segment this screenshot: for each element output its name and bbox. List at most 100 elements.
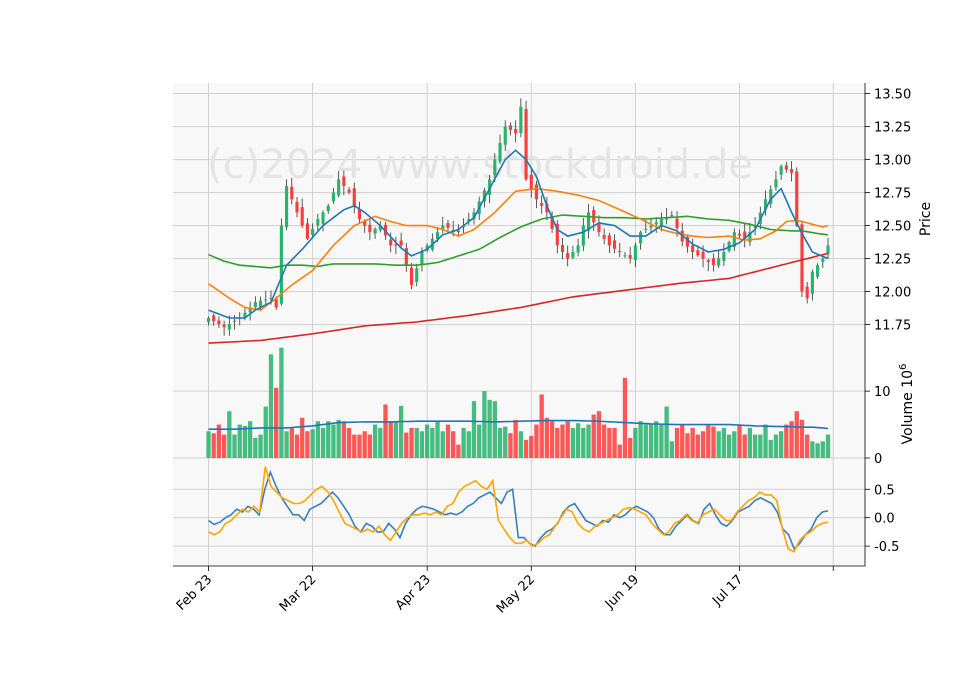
moving-averages	[208, 149, 829, 344]
candle-body	[467, 218, 471, 222]
volume-bar	[372, 424, 378, 458]
candle-body	[534, 184, 539, 200]
volume-bar	[737, 424, 742, 458]
candle-body	[784, 165, 788, 170]
candle-body	[592, 209, 596, 223]
volume-bar	[716, 431, 721, 458]
volume-bar	[435, 421, 440, 458]
volume-bar	[617, 444, 622, 458]
volume-bar	[534, 424, 539, 458]
candle-body	[571, 251, 575, 258]
candle-body	[639, 232, 643, 244]
candle-body	[227, 324, 231, 330]
volume-bar	[706, 424, 711, 458]
volume-bar	[607, 427, 612, 458]
volume-bar	[367, 434, 373, 458]
price-panel-bg	[173, 83, 865, 351]
volume-bar	[612, 427, 617, 458]
candle-body	[743, 231, 747, 239]
candle-body	[321, 212, 325, 224]
candle-body	[342, 176, 346, 186]
candle-body	[493, 159, 497, 176]
candle-body	[722, 251, 726, 262]
volume-bar	[575, 423, 581, 458]
volume-bar	[393, 421, 399, 458]
volume-bar	[424, 424, 430, 458]
candle-body	[394, 243, 398, 246]
volume-bar	[539, 394, 544, 458]
volume-bar	[508, 433, 513, 458]
candle-body	[290, 186, 294, 200]
volume-bar	[383, 404, 388, 458]
volume-axis-label: Volume 106	[898, 364, 916, 445]
volume-bar	[685, 433, 690, 458]
volume-bar	[451, 431, 456, 458]
candle-body	[748, 232, 752, 243]
candle-body	[737, 233, 742, 236]
watermark: (c)2024 www.stockdroid.de	[207, 142, 753, 188]
volume-bar	[664, 406, 669, 458]
x-tick-label: Feb 23	[174, 572, 216, 614]
candle-body	[316, 218, 320, 226]
candle-body	[654, 222, 658, 225]
volume-bar	[825, 434, 831, 458]
candle-body	[670, 215, 674, 217]
candle-body	[800, 224, 804, 292]
candle-body	[305, 223, 309, 239]
ma-mid-line	[208, 187, 829, 311]
candle-body	[357, 209, 362, 219]
candle-body	[685, 236, 690, 247]
candle-body	[363, 220, 367, 226]
volume-bar	[778, 431, 784, 458]
volume-bar	[648, 424, 654, 458]
volume-bar	[586, 424, 591, 458]
volume-bar	[294, 434, 300, 458]
volume-bar	[529, 435, 534, 458]
volume-bar	[763, 424, 768, 458]
volume-bar	[482, 391, 487, 458]
volume-bar	[341, 421, 347, 458]
candle-body	[602, 234, 606, 239]
candle-body	[337, 179, 341, 196]
volume-bar	[331, 424, 336, 458]
candle-body	[264, 299, 268, 301]
volume-bar	[523, 439, 529, 458]
candle-body	[279, 225, 283, 304]
candle-body	[352, 188, 356, 206]
candle-body	[529, 174, 533, 190]
x-tick-label: Jul 17	[709, 572, 746, 609]
volume-bar	[497, 427, 503, 458]
candle-body	[472, 212, 476, 220]
volume-bar	[274, 387, 279, 458]
volume-bar	[555, 427, 560, 458]
volume-bar	[570, 427, 576, 458]
volume-bar	[659, 424, 664, 458]
volume-bar	[492, 401, 497, 458]
candle-body	[795, 171, 799, 226]
candle-body	[810, 271, 814, 294]
candle-body	[540, 202, 544, 206]
candle-body	[206, 317, 211, 322]
candle-body	[399, 240, 403, 246]
volume-bar	[362, 431, 367, 458]
volume-bar	[300, 417, 305, 458]
candle-body	[232, 320, 237, 322]
price-tick-label: 12.00	[874, 286, 911, 301]
volume-bar	[471, 401, 477, 458]
candle-body	[415, 268, 419, 283]
volume-bar	[742, 434, 747, 458]
candle-body	[248, 307, 252, 313]
candle-body	[508, 125, 513, 130]
volume-bar	[633, 427, 638, 458]
volume-bar	[700, 431, 706, 458]
volume-bar	[596, 411, 602, 458]
candle-body	[441, 225, 445, 229]
volume-bar	[477, 424, 482, 458]
candle-body	[649, 225, 653, 228]
volume-bar	[711, 426, 716, 458]
x-tick-label: Mar 22	[277, 572, 320, 615]
candle-body	[435, 232, 440, 239]
candle-body	[821, 258, 825, 262]
volume-bar	[310, 429, 315, 458]
volume-bar	[503, 426, 508, 458]
